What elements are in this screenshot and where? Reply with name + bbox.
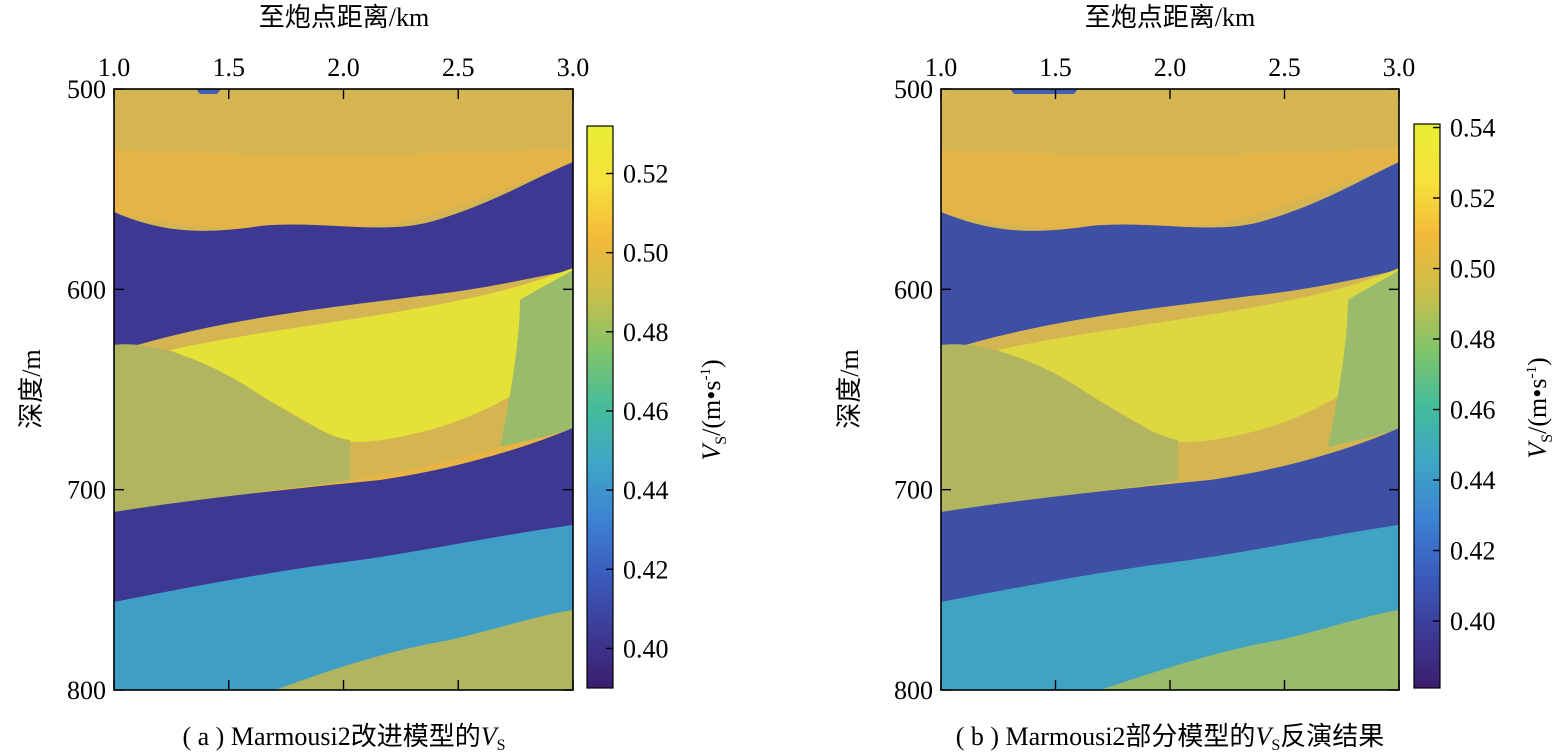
panel-a-caption: ( a ) Marmousi2改进模型的VS — [182, 722, 505, 754]
panel-b-colorbar-tick-label: 0.50 — [1450, 255, 1496, 284]
panel-a-colorbar-tick-label: 0.42 — [623, 555, 669, 584]
panel-a-xtick-label: 1.5 — [213, 53, 246, 82]
layer-a-wedge — [170, 268, 573, 442]
panel-b-colorbar-tick-label: 0.42 — [1450, 537, 1496, 566]
layer-b-right — [1328, 270, 1399, 447]
panel-b-colorbar-tick-label: 0.46 — [1450, 396, 1496, 425]
panel-b-xtick-label: 2.0 — [1154, 53, 1187, 82]
panel-a-xtick-label: 1.0 — [98, 53, 131, 82]
panel-b-xtick-label: 1.5 — [1039, 53, 1072, 82]
panel-a-colorbar-tick-label: 0.50 — [623, 239, 669, 268]
panel-b-yticks: 500 600 700 800 — [894, 75, 1399, 705]
panel-b-xlabel: 至炮点距离/km — [1085, 3, 1255, 32]
upper-orange-band — [941, 148, 1399, 231]
panel-b-heatmap — [941, 89, 1399, 690]
layer-b-wedge — [997, 268, 1399, 442]
panel-a-colorbar-ticks: 0.40 0.42 0.44 0.46 0.48 0.50 0.52 — [606, 159, 669, 663]
layer-b-band2 — [941, 428, 1399, 602]
panel-b-xtick-label: 1.0 — [925, 53, 958, 82]
panel-a-colorbar-tick-label: 0.40 — [623, 634, 669, 663]
panel-b-ytick-label: 600 — [894, 275, 933, 304]
upper-orange-band — [114, 148, 573, 231]
panel-b-xticks: 1.0 1.5 2.0 2.5 3.0 — [925, 53, 1416, 690]
panel-a-ytick-label: 700 — [67, 476, 106, 505]
panel-a-ytick-label: 500 — [67, 75, 106, 104]
panel-b-colorbar-tick-label: 0.54 — [1450, 114, 1496, 143]
panel-a-colorbar-tick-label: 0.44 — [623, 476, 669, 505]
panel-a-colorbar-tick-label: 0.46 — [623, 397, 669, 426]
panel-a-heatmap — [114, 89, 573, 690]
layer-a-band1 — [114, 162, 573, 352]
panel-b-ytick-label: 800 — [894, 676, 933, 705]
panel-a-xlabel: 至炮点距离/km — [259, 3, 429, 32]
layer-b-green — [1100, 610, 1399, 690]
panel-b-colorbar-tick-label: 0.44 — [1450, 466, 1496, 495]
panel-b-colorbar-ticks: 0.40 0.42 0.44 0.46 0.48 0.50 0.52 0.54 — [1433, 114, 1496, 636]
panel-b-caption: ( b ) Marmousi2部分模型的VS反演结果 — [956, 722, 1385, 754]
panel-b-colorbar-tick-label: 0.40 — [1450, 607, 1496, 636]
panel-b-xtick-label: 3.0 — [1383, 53, 1416, 82]
panel-a-ytick-label: 800 — [67, 676, 106, 705]
top-notch — [1010, 89, 1078, 94]
panel-a-colorbar-tick-label: 0.52 — [623, 159, 669, 188]
panel-a-colorbar-tick-label: 0.48 — [623, 318, 669, 347]
panel-a-colorbar-label: VS/(m•s-1) — [697, 359, 730, 460]
panel-a-xtick-label: 2.0 — [327, 53, 360, 82]
layer-a-band2 — [114, 428, 573, 602]
panel-b-ytick-label: 700 — [894, 476, 933, 505]
layer-b-band1 — [941, 162, 1399, 352]
layer-a-right — [500, 270, 573, 447]
panel-b-colorbar-label: VS/(m•s-1) — [1523, 357, 1556, 458]
panel-b-colorbar-tick-label: 0.48 — [1450, 325, 1496, 354]
panel-b-ylabel: 深度/m — [835, 349, 864, 428]
panel-b: 1.0 1.5 2.0 2.5 3.0 500 600 700 800 至炮点距离/km 深度… — [835, 3, 1556, 754]
panel-b-xtick-label: 2.5 — [1268, 53, 1301, 82]
panel-a-ylabel: 深度/m — [17, 349, 46, 428]
panel-a-xticks: 1.0 1.5 2.0 2.5 3.0 — [98, 53, 590, 690]
panel-a-xtick-label: 2.5 — [442, 53, 475, 82]
panel-a: 1.0 1.5 2.0 2.5 3.0 500 600 700 800 至炮点距离/km 深度… — [17, 3, 730, 754]
panel-b-ytick-label: 500 — [894, 75, 933, 104]
panel-a-yticks: 500 600 700 800 — [67, 75, 573, 705]
panel-b-colorbar — [1413, 123, 1441, 689]
panel-b-colorbar-tick-label: 0.52 — [1450, 184, 1496, 213]
panel-a-colorbar — [586, 125, 614, 689]
layer-a-green — [275, 610, 573, 690]
top-notch — [196, 89, 221, 94]
panel-a-xtick-label: 3.0 — [557, 53, 590, 82]
panel-a-ytick-label: 600 — [67, 275, 106, 304]
